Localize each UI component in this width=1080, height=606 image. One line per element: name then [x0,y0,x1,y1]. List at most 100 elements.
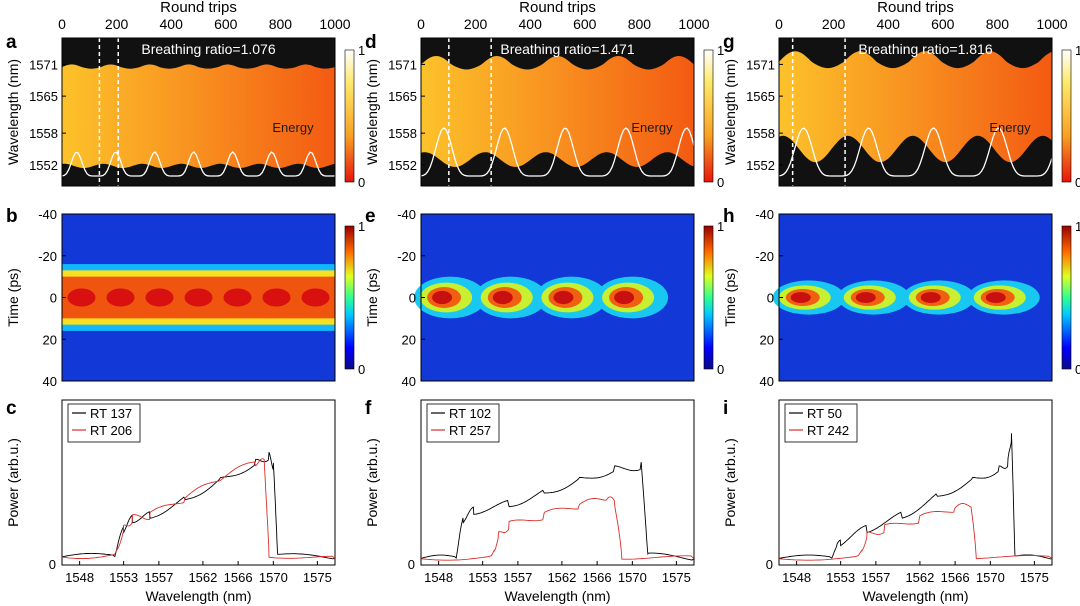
pulse-core [301,288,330,307]
colorbar-max-label: 1 [1075,43,1080,58]
x-tick-label: 1575 [662,570,691,585]
spectrum-intensity-band [62,64,335,168]
y-tick-label: 20 [760,332,774,347]
plot-frame [61,37,336,187]
breathing-ratio-label: Breathing ratio=1.471 [500,41,634,57]
spectrum-intensity-band [779,51,1052,163]
spectrum-series-line [420,496,695,561]
energy-trace [61,151,336,177]
energy-label: Energy [631,120,673,135]
pulse-core [855,292,876,303]
energy-trace [778,127,1053,177]
x-tick-label: 1566 [583,570,612,585]
y-tick-label: 40 [760,374,774,389]
spectrum-intensity-band [421,56,694,167]
y-axis-title: Power (arb.u.) [5,438,21,527]
spectrum-series-line [420,462,695,561]
y-tick-label: 0 [766,557,773,572]
y-tick-label: -40 [755,207,774,222]
colorbar-max-label: 1 [717,43,724,58]
plot-frame [778,37,1053,187]
round-trip-tick-label: 200 [464,16,488,32]
y-axis-title: Power (arb.u.) [722,438,738,527]
y-axis-title: Wavelength (nm) [5,59,21,165]
energy-label: Energy [272,120,314,135]
y-tick-label: 1565 [29,89,58,104]
x-axis-title: Wavelength (nm) [145,588,251,604]
x-tick-label: 1562 [905,570,934,585]
y-tick-label: 1552 [29,158,58,173]
panel-letter: i [723,398,728,419]
y-tick-label: 40 [402,374,416,389]
energy-label: Energy [989,120,1031,135]
panel-letter: g [723,32,735,53]
spectrum-series-line [61,452,336,560]
legend-label: RT 102 [449,406,491,421]
colorbar-max-label: 1 [717,219,724,234]
colorbar-min-label: 0 [717,362,724,377]
panel-letter: b [6,206,18,227]
y-tick-label: 1571 [29,57,58,72]
spectrum-series-line [61,458,336,560]
colorbar-min-label: 0 [717,175,724,190]
x-tick-label: 1570 [618,570,647,585]
y-tick-label: 20 [43,332,57,347]
pulse-core [67,288,96,307]
x-tick-label: 1575 [1020,570,1049,585]
colorbar [344,225,355,370]
legend-box [784,403,858,443]
x-tick-label: 1548 [782,570,811,585]
spectrum-series-line [778,433,1053,560]
panel-letter: e [365,206,376,227]
y-tick-label: -20 [38,249,57,264]
legend-label: RT 50 [807,406,842,421]
round-trip-tick-label: 0 [417,16,425,32]
x-tick-label: 1562 [547,570,576,585]
y-tick-label: 0 [767,291,774,306]
pulse-core [145,288,174,307]
y-axis-title: Time (ps) [364,268,380,327]
y-tick-label: 1558 [746,126,775,141]
x-tick-label: 1575 [303,570,332,585]
colorbar-min-label: 0 [1075,362,1080,377]
pulse-core [614,290,635,305]
y-tick-label: 1552 [746,158,775,173]
legend-box [67,403,141,443]
legend-label: RT 257 [449,423,491,438]
round-trip-tick-label: 1000 [1036,16,1067,32]
y-tick-label: -40 [397,207,416,222]
round-trips-axis-title: Round trips [519,0,596,16]
pulse-core [790,292,811,303]
y-tick-label: 40 [43,374,57,389]
energy-trace [420,127,695,177]
y-tick-label: 1558 [388,126,417,141]
y-tick-label: 1571 [746,57,775,72]
round-trip-tick-label: 1000 [319,16,350,32]
legend-label: RT 242 [807,423,849,438]
round-trip-tick-label: 800 [628,16,652,32]
round-trip-tick-label: 600 [931,16,955,32]
x-tick-label: 1570 [259,570,288,585]
round-trip-tick-label: 1000 [678,16,709,32]
plot-frame [420,37,695,187]
colorbar-min-label: 0 [358,362,365,377]
pulse-core [262,288,291,307]
colorbar-max-label: 1 [358,219,365,234]
legend-box [426,403,500,443]
x-axis-title: Wavelength (nm) [504,588,610,604]
y-tick-label: 0 [50,291,57,306]
pulse-core [492,290,513,305]
panel-letter: h [723,206,735,227]
y-tick-label: 1571 [388,57,417,72]
round-trip-tick-label: 800 [986,16,1010,32]
breathing-ratio-label: Breathing ratio=1.076 [141,41,275,57]
x-tick-label: 1557 [144,570,173,585]
round-trip-tick-label: 0 [58,16,66,32]
legend-label: RT 206 [90,423,132,438]
pulse-core [184,288,213,307]
colorbar [1061,225,1072,370]
y-tick-label: -40 [38,207,57,222]
round-trips-axis-title: Round trips [877,0,954,16]
panel-letter: a [6,32,17,53]
